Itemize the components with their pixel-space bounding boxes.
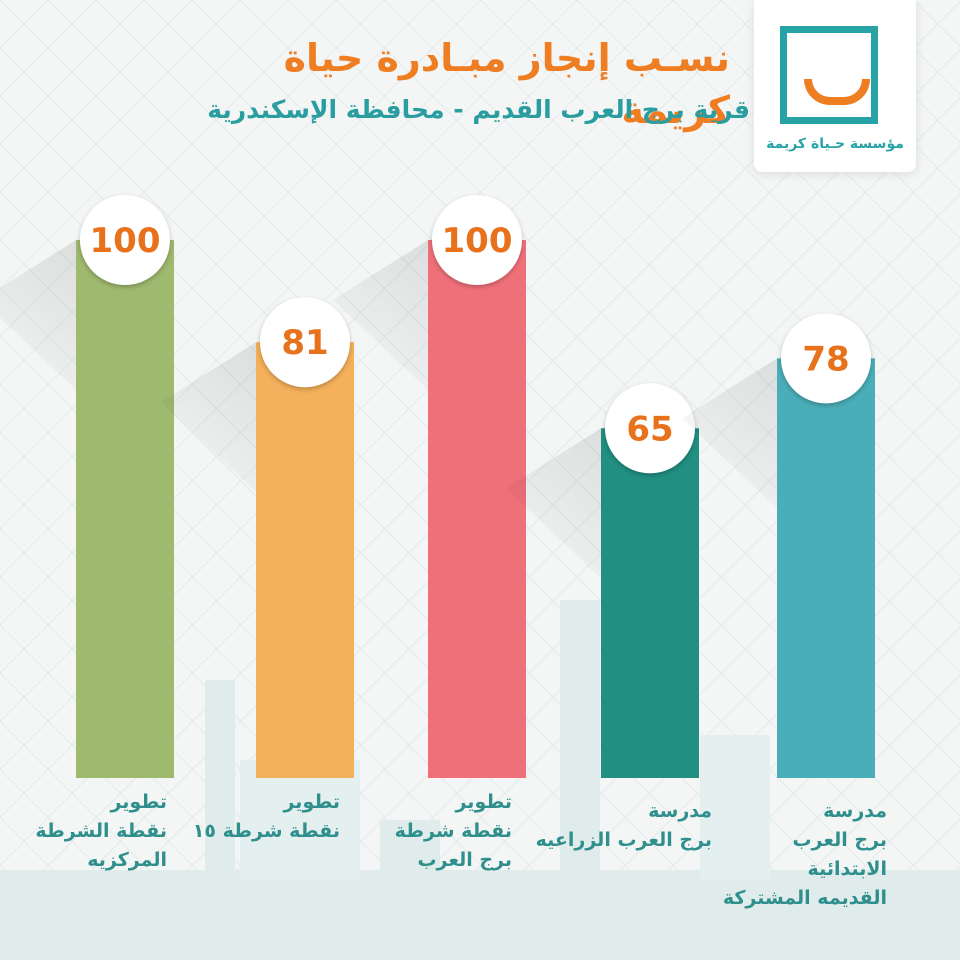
data-label: 81 xyxy=(281,323,328,363)
logo: مؤسسة حـياة كريمة xyxy=(754,0,916,172)
smile-icon xyxy=(804,79,870,105)
data-label: 78 xyxy=(802,339,849,379)
bar xyxy=(256,342,354,778)
bar xyxy=(76,240,174,778)
chart-title: نسـب إنجاز مبـادرة حياة كريمة xyxy=(283,36,730,132)
value-badge xyxy=(260,297,350,388)
category-label: تطوير نقطة شرطة ١٥ xyxy=(192,791,340,842)
data-label: 65 xyxy=(626,409,673,449)
data-label: 100 xyxy=(442,221,513,261)
bar xyxy=(428,240,526,778)
bar xyxy=(777,358,875,778)
city-skyline xyxy=(0,600,960,960)
category-label: مدرسة برج العرب الزراعيه xyxy=(535,800,712,851)
data-label: 100 xyxy=(90,221,161,261)
value-badge xyxy=(605,383,695,474)
value-badge xyxy=(432,195,522,285)
bar xyxy=(601,428,699,778)
value-badge xyxy=(781,313,871,404)
chart-subtitle: قرية برج العرب القديم - محافظة الإسكندري… xyxy=(207,95,750,124)
logo-text: مؤسسة حـياة كريمة xyxy=(766,136,904,152)
smile-square-icon xyxy=(780,26,878,124)
category-label: مدرسة برج العرب الابتدائية القديمه المشت… xyxy=(722,800,887,909)
category-label: تطوير نقطة شرطة برج العرب xyxy=(394,791,512,871)
category-label: تطوير نقطة الشرطة المركزيه xyxy=(35,791,167,871)
value-badge xyxy=(80,195,170,285)
